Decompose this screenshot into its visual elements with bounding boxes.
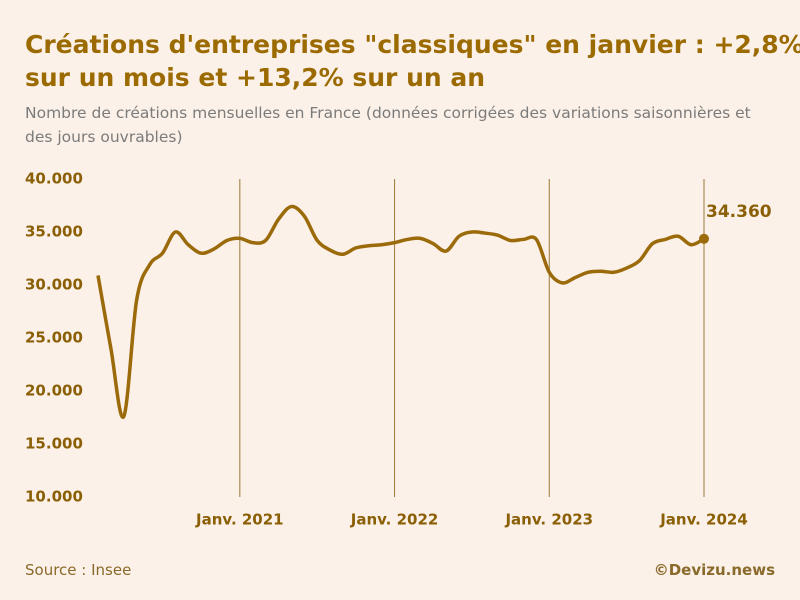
subtitle: Nombre de créations mensuelles en France… bbox=[25, 104, 751, 122]
x-tick-label: Janv. 2023 bbox=[504, 511, 593, 529]
x-tick-label: Janv. 2024 bbox=[659, 511, 748, 529]
y-tick-label: 30.000 bbox=[25, 276, 83, 294]
data-label: 34.360 bbox=[706, 202, 772, 222]
y-tick-label: 15.000 bbox=[25, 435, 83, 453]
y-tick-label: 10.000 bbox=[25, 488, 83, 506]
credit: ©Devizu.news bbox=[654, 561, 775, 579]
subtitle: des jours ouvrables) bbox=[25, 128, 183, 146]
y-tick-label: 20.000 bbox=[25, 382, 83, 400]
point bbox=[699, 233, 709, 244]
line bbox=[96, 204, 705, 419]
y-tick-label: 25.000 bbox=[25, 329, 83, 347]
chart-title: sur un mois et +13,2% sur un an bbox=[25, 63, 485, 92]
x-tick-label: Janv. 2022 bbox=[350, 511, 439, 529]
source: Source : Insee bbox=[25, 561, 131, 579]
chart-title: Créations d'entreprises "classiques" en … bbox=[25, 30, 800, 59]
x-tick-label: Janv. 2021 bbox=[195, 511, 284, 529]
y-tick-label: 40.000 bbox=[25, 170, 83, 188]
y-tick-label: 35.000 bbox=[25, 223, 83, 241]
